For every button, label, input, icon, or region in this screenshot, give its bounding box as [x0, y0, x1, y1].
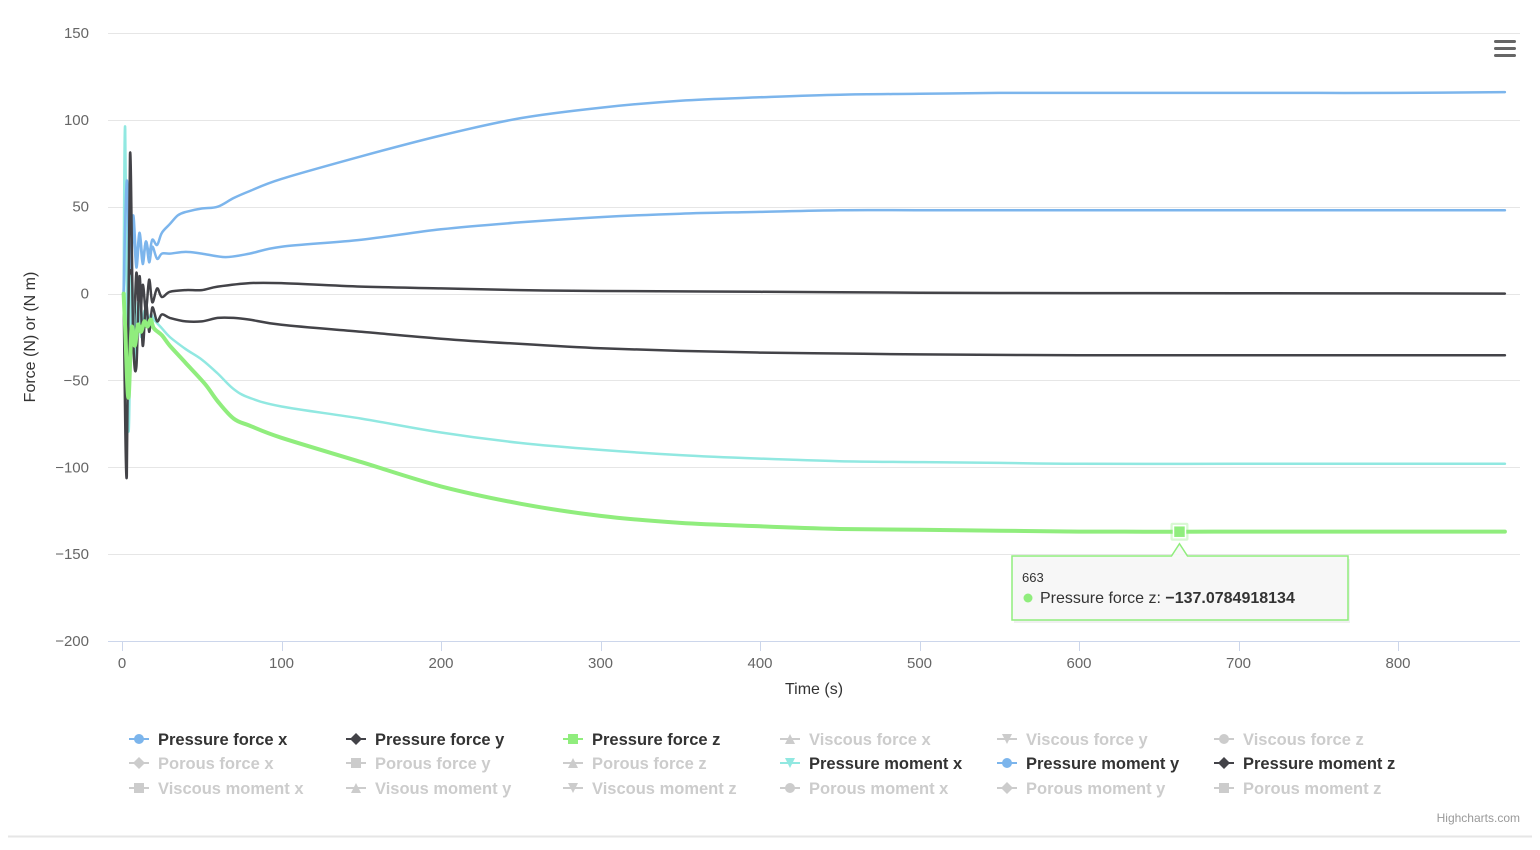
x-tick-label: 100	[269, 655, 294, 672]
legend-item-porous-force-y[interactable]: Porous force y	[346, 755, 491, 773]
legend-item-pressure-moment-y[interactable]: Pressure moment y	[997, 755, 1180, 773]
x-tick-label: 300	[588, 655, 613, 672]
legend-item-pressure-force-x[interactable]: Pressure force x	[129, 731, 288, 749]
x-axis-title: Time (s)	[785, 681, 843, 698]
legend-marker-triangle-down-icon	[785, 758, 795, 768]
tooltip: 663 Pressure force z: −137.0784918134	[1011, 522, 1350, 623]
legend-label: Pressure moment y	[1026, 755, 1180, 773]
legend-marker-square-icon	[568, 734, 578, 744]
legend-marker-circle-icon	[1002, 758, 1012, 768]
legend-marker-circle-icon	[785, 783, 795, 793]
legend-item-viscous-force-z[interactable]: Viscous force z	[1214, 731, 1364, 749]
legend-label: Viscous moment z	[592, 780, 737, 798]
legend-marker-triangle-down-icon	[1002, 734, 1012, 744]
legend-label: Viscous force z	[1243, 731, 1364, 749]
series-line-pressure-force-z	[121, 291, 1507, 534]
x-tick-label: 500	[907, 655, 932, 672]
y-tick-label: 50	[72, 199, 89, 216]
x-tick-label: 700	[1226, 655, 1251, 672]
legend-marker-triangle-icon	[351, 783, 361, 793]
legend-item-porous-moment-x[interactable]: Porous moment x	[780, 780, 949, 798]
legend-marker-triangle-down-icon	[568, 783, 578, 793]
legend: Pressure force x Pressure force y Pressure…	[129, 731, 1395, 798]
legend-item-viscous-force-x[interactable]: Viscous force x	[780, 731, 931, 749]
credits-link[interactable]: Highcharts.com	[1437, 811, 1520, 825]
legend-marker-diamond-icon	[1001, 782, 1013, 794]
legend-label: Porous moment x	[809, 780, 949, 798]
tooltip-series-label: Pressure force z:	[1040, 590, 1165, 607]
y-tick-label: −100	[55, 459, 89, 476]
legend-marker-circle-icon	[1219, 734, 1229, 744]
y-axis-title: Force (N) or (N m)	[22, 272, 39, 403]
legend-label: Pressure force z	[592, 731, 720, 749]
y-axis-ticks: 150 100 50 0 −50 −100 −150 −200	[55, 25, 89, 650]
x-tick-label: 200	[428, 655, 453, 672]
legend-item-pressure-moment-x[interactable]: Pressure moment x	[780, 755, 963, 773]
legend-item-visous-moment-y[interactable]: Visous moment y	[346, 780, 512, 798]
legend-marker-square-icon	[1219, 783, 1229, 793]
legend-item-porous-moment-z[interactable]: Porous moment z	[1214, 780, 1381, 798]
legend-marker-circle-icon	[134, 734, 144, 744]
legend-marker-square-icon	[351, 758, 361, 768]
series-group	[121, 90, 1507, 534]
x-tick-label: 800	[1385, 655, 1410, 672]
tooltip-value: −137.0784918134	[1165, 590, 1295, 607]
legend-label: Pressure force y	[375, 731, 505, 749]
legend-label: Visous moment y	[375, 780, 512, 798]
y-tick-label: −50	[64, 372, 89, 389]
legend-label: Pressure moment z	[1243, 755, 1395, 773]
x-tick-label: 600	[1066, 655, 1091, 672]
legend-item-pressure-force-y[interactable]: Pressure force y	[346, 731, 505, 749]
series-line-pressure-moment-z	[122, 151, 1507, 480]
legend-label: Porous moment z	[1243, 780, 1381, 798]
legend-item-pressure-moment-z[interactable]: Pressure moment z	[1214, 755, 1395, 773]
legend-item-porous-moment-y[interactable]: Porous moment y	[997, 780, 1166, 798]
legend-label: Pressure moment x	[809, 755, 963, 773]
legend-label: Porous moment y	[1026, 780, 1166, 798]
legend-label: Porous force y	[375, 755, 491, 773]
legend-label: Porous force x	[158, 755, 274, 773]
hamburger-menu-icon	[1494, 40, 1516, 57]
legend-marker-triangle-icon	[568, 758, 578, 768]
legend-item-viscous-moment-z[interactable]: Viscous moment z	[563, 780, 737, 798]
tooltip-x-value: 663	[1022, 570, 1044, 585]
y-tick-label: 0	[81, 286, 89, 303]
legend-marker-diamond-icon	[133, 757, 145, 769]
legend-item-viscous-force-y[interactable]: Viscous force y	[997, 731, 1148, 749]
legend-marker-diamond-icon	[1218, 757, 1230, 769]
hover-point	[1172, 524, 1187, 539]
legend-item-pressure-force-z[interactable]: Pressure force z	[563, 731, 720, 749]
context-menu-button[interactable]	[1488, 36, 1522, 64]
y-tick-label: −200	[55, 633, 89, 650]
y-tick-label: 100	[64, 112, 89, 129]
legend-label: Viscous moment x	[158, 780, 304, 798]
legend-item-viscous-moment-x[interactable]: Viscous moment x	[129, 780, 304, 798]
legend-marker-triangle-icon	[785, 734, 795, 744]
series-line-pressure-moment-y	[122, 90, 1507, 295]
legend-label: Viscous force x	[809, 731, 931, 749]
legend-marker-diamond-icon	[350, 733, 362, 745]
legend-label: Pressure force x	[158, 731, 288, 749]
grid-lines	[108, 33, 1520, 555]
x-axis-ticks: 0 100 200 300 400 500 600 700 800	[118, 641, 1411, 672]
legend-marker-square-icon	[134, 783, 144, 793]
tooltip-series-line: Pressure force z: −137.0784918134	[1040, 590, 1295, 607]
x-tick-label: 0	[118, 655, 126, 672]
tooltip-series-dot	[1023, 593, 1033, 603]
series-line-pressure-force-y	[122, 248, 1507, 400]
legend-label: Viscous force y	[1026, 731, 1148, 749]
legend-item-porous-force-z[interactable]: Porous force z	[563, 755, 707, 773]
x-tick-label: 400	[747, 655, 772, 672]
legend-item-porous-force-x[interactable]: Porous force x	[129, 755, 274, 773]
legend-label: Porous force z	[592, 755, 707, 773]
tooltip-box	[1011, 542, 1349, 621]
y-tick-label: −150	[55, 546, 89, 563]
y-tick-label: 150	[64, 25, 89, 42]
